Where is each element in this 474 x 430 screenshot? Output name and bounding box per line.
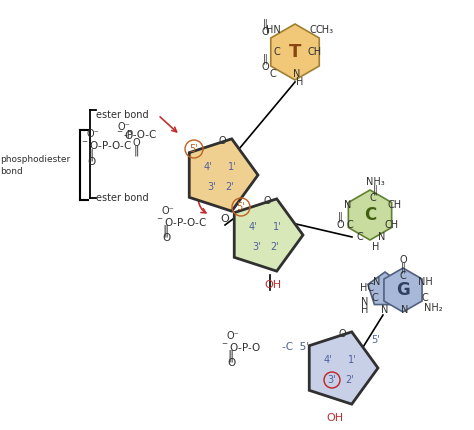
Text: H: H [361, 305, 369, 315]
Text: N: N [401, 305, 409, 315]
Text: N: N [381, 305, 389, 315]
Text: ‖: ‖ [162, 224, 168, 237]
Text: C: C [346, 220, 354, 230]
Text: 2': 2' [346, 375, 355, 385]
Text: -C  5': -C 5' [282, 342, 309, 352]
Text: 4': 4' [324, 355, 332, 365]
Text: 4': 4' [249, 222, 257, 232]
Text: C: C [364, 206, 376, 224]
Text: N: N [293, 69, 301, 79]
Text: 3': 3' [208, 182, 216, 192]
Text: C: C [310, 25, 316, 35]
Text: T: T [289, 43, 301, 61]
Text: ‖: ‖ [337, 212, 342, 222]
Text: H: H [296, 77, 304, 87]
Text: OH: OH [264, 280, 282, 290]
Text: C: C [400, 271, 406, 281]
Text: phosphodiester: phosphodiester [0, 156, 70, 165]
Text: 3': 3' [253, 242, 261, 252]
Text: O: O [87, 157, 95, 167]
Text: O: O [227, 358, 235, 368]
FancyArrowPatch shape [198, 201, 206, 213]
Text: O: O [261, 27, 269, 37]
Text: CH₃: CH₃ [316, 25, 334, 35]
Text: O: O [399, 255, 407, 265]
Text: $^-$O-P-O: $^-$O-P-O [220, 341, 261, 353]
Text: ‖: ‖ [401, 263, 405, 273]
Text: O: O [263, 196, 271, 206]
Text: N: N [374, 277, 381, 287]
Text: ‖: ‖ [263, 19, 267, 29]
Text: 2': 2' [271, 242, 279, 252]
Text: O⁻: O⁻ [227, 331, 240, 341]
Text: O⁻: O⁻ [118, 122, 130, 132]
Polygon shape [384, 268, 422, 312]
Text: C: C [422, 293, 428, 303]
Polygon shape [271, 24, 319, 80]
Text: CH: CH [388, 200, 402, 210]
Text: O⁻: O⁻ [162, 206, 175, 216]
Text: -P-O-C: -P-O-C [123, 130, 157, 140]
Text: 1': 1' [348, 355, 356, 365]
Text: G: G [396, 281, 410, 299]
Text: $^-$O-P-O-C: $^-$O-P-O-C [80, 139, 132, 151]
Text: H: H [372, 242, 380, 252]
Text: CH: CH [308, 47, 322, 57]
Text: O: O [162, 233, 170, 243]
Polygon shape [234, 199, 303, 271]
Text: C: C [356, 232, 364, 242]
Text: $^-$O-P-O-C: $^-$O-P-O-C [155, 216, 207, 228]
Text: 2': 2' [226, 182, 234, 192]
Polygon shape [368, 272, 402, 304]
Text: ‖: ‖ [227, 350, 233, 362]
Polygon shape [189, 139, 258, 211]
Text: 5': 5' [190, 144, 199, 154]
Text: O: O [261, 62, 269, 72]
Text: ‖: ‖ [87, 148, 93, 162]
Text: ‖: ‖ [373, 185, 377, 195]
Text: NH₂: NH₂ [424, 303, 442, 313]
Text: 5': 5' [372, 335, 380, 345]
Text: N: N [378, 232, 386, 242]
Text: O: O [132, 138, 140, 148]
Text: O: O [220, 214, 229, 224]
Text: C: C [370, 193, 376, 203]
Text: 3': 3' [328, 375, 337, 385]
Text: NH: NH [418, 277, 432, 287]
Text: C: C [270, 69, 276, 79]
Text: C: C [273, 47, 281, 57]
Text: $^-$O: $^-$O [115, 129, 134, 141]
Text: 4': 4' [204, 162, 212, 172]
Text: ‖: ‖ [263, 54, 267, 64]
Text: O: O [218, 136, 226, 146]
Polygon shape [348, 190, 392, 240]
Text: HN: HN [265, 25, 281, 35]
Polygon shape [309, 332, 378, 404]
Text: HC: HC [360, 283, 374, 293]
Text: ester bond: ester bond [96, 193, 149, 203]
Text: OH: OH [327, 413, 344, 423]
Text: O: O [336, 220, 344, 230]
Text: N: N [344, 200, 352, 210]
Text: O⁻: O⁻ [87, 129, 100, 139]
Text: NH₃: NH₃ [365, 177, 384, 187]
Text: C: C [372, 293, 378, 303]
Text: bond: bond [0, 168, 23, 176]
Text: N: N [361, 297, 369, 307]
Text: 1': 1' [273, 222, 281, 232]
Text: ester bond: ester bond [96, 110, 149, 120]
Text: ‖: ‖ [133, 146, 139, 156]
Text: O: O [338, 329, 346, 339]
Text: CH: CH [385, 220, 399, 230]
FancyArrowPatch shape [160, 117, 176, 132]
Text: 1': 1' [228, 162, 237, 172]
Text: 5': 5' [237, 202, 246, 212]
